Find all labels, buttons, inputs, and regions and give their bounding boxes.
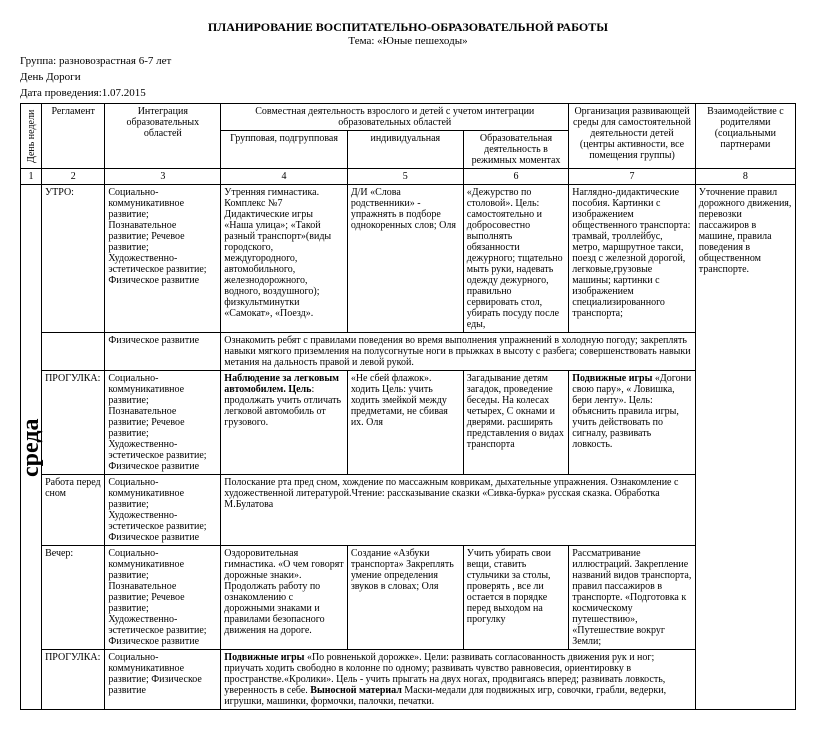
cell-ind: «Не сбей флажок». ходить Цель: учить ход…	[347, 371, 463, 475]
cell-ind: Создание «Азбуки транспорта» Закреплять …	[347, 546, 463, 650]
cell-reg	[42, 333, 105, 371]
cell-reg: Вечер:	[42, 546, 105, 650]
table-row: Физическое развитие Ознакомить ребят с п…	[21, 333, 796, 371]
cell-merged: Подвижные игры «По ровненькой дорожке». …	[221, 650, 695, 710]
cell-group: Утренняя гимнастика. Комплекс №7 Дидакти…	[221, 185, 348, 333]
table-row: Вечер: Социально-коммуникативное развити…	[21, 546, 796, 650]
plan-table: День недели Регламент Интеграция образов…	[20, 103, 796, 710]
cell-parents: Уточнение правил дорожного движения, пер…	[695, 185, 795, 710]
doc-title: ПЛАНИРОВАНИЕ ВОСПИТАТЕЛЬНО-ОБРАЗОВАТЕЛЬН…	[20, 20, 796, 35]
cell-int: Социально-коммуникативное развитие; Позн…	[105, 185, 221, 333]
th-individual: индивидуальная	[347, 131, 463, 169]
table-row: ПРОГУЛКА: Социально-коммуникативное разв…	[21, 371, 796, 475]
meta-day: День Дороги	[20, 71, 796, 83]
cell-reg: ПРОГУЛКА:	[42, 650, 105, 710]
cell-int: Социально-коммуникативное развитие; Физи…	[105, 650, 221, 710]
cell-env: Рассматривание иллюстраций. Закрепление …	[569, 546, 696, 650]
meta-date: Дата проведения:1.07.2015	[20, 87, 796, 99]
day-name: среда	[21, 185, 42, 710]
doc-theme: Тема: «Юные пешеходы»	[20, 35, 796, 47]
cell-reg: ПРОГУЛКА:	[42, 371, 105, 475]
cell-int: Физическое развитие	[105, 333, 221, 371]
cell-ind: Д/И «Слова родственники» - упражнять в п…	[347, 185, 463, 333]
cell-int: Социально-коммуникативное развитие; Позн…	[105, 546, 221, 650]
cell-group: Наблюдение за легковым автомобилем. Цель…	[221, 371, 348, 475]
cell-int: Социально-коммуникативное развитие; Худо…	[105, 475, 221, 546]
cell-env: Наглядно-дидактические пособия. Картинки…	[569, 185, 696, 333]
table-row: ПРОГУЛКА: Социально-коммуникативное разв…	[21, 650, 796, 710]
th-joint: Совместная деятельность взрослого и дете…	[221, 104, 569, 131]
cell-env: Подвижные игры «Догони свою пару», « Лов…	[569, 371, 696, 475]
num-row: 1 2 3 4 5 6 7 8	[21, 169, 796, 185]
th-reglament: Регламент	[42, 104, 105, 169]
th-day: День недели	[21, 104, 42, 169]
meta-group: Группа: разновозрастная 6-7 лет	[20, 55, 796, 67]
cell-reg-act: «Дежурство по столовой». Цель: самостоят…	[463, 185, 568, 333]
th-parents: Взаимодействие с родителями (социальными…	[695, 104, 795, 169]
cell-reg-act: Учить убирать свои вещи, ставить стульчи…	[463, 546, 568, 650]
table-row: среда УТРО: Социально-коммуникативное ра…	[21, 185, 796, 333]
cell-group: Оздоровительная гимнастика. «О чем говор…	[221, 546, 348, 650]
cell-merged: Полоскание рта пред сном, хождение по ма…	[221, 475, 695, 546]
th-regime: Образовательная деятельность в режимных …	[463, 131, 568, 169]
cell-merged: Ознакомить ребят с правилами поведения в…	[221, 333, 695, 371]
cell-int: Социально-коммуникативное развитие; Позн…	[105, 371, 221, 475]
cell-reg: УТРО:	[42, 185, 105, 333]
table-row: Работа перед сном Социально-коммуникатив…	[21, 475, 796, 546]
th-integration: Интеграция образовательных областей	[105, 104, 221, 169]
cell-reg: Работа перед сном	[42, 475, 105, 546]
th-group: Групповая, подгрупповая	[221, 131, 348, 169]
th-env: Организация развивающей среды для самост…	[569, 104, 696, 169]
cell-reg-act: Загадывание детям загадок, проведение бе…	[463, 371, 568, 475]
